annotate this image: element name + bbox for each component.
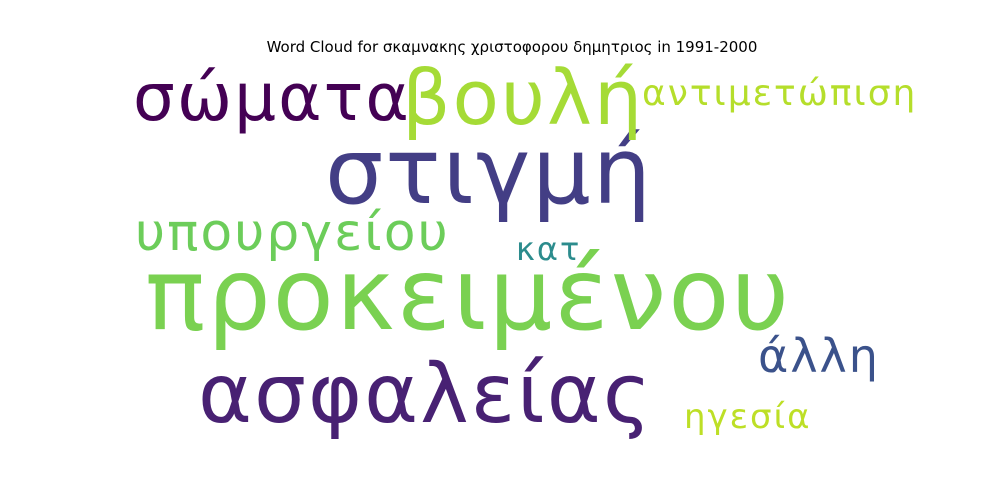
word-stigmi: στιγμή	[325, 118, 653, 225]
word-ypourgeiou: υπουργείου	[135, 203, 450, 263]
word-kat: κατ	[516, 230, 581, 268]
word-somata: σώματα	[133, 59, 411, 136]
word-asfaleias: ασφαλείας	[198, 347, 653, 442]
word-vouli: βουλή	[402, 53, 644, 142]
word-prokeimenou: προκειμένου	[145, 236, 791, 353]
chart-title: Word Cloud for σκαμνακης χριστοφορου δημ…	[267, 38, 758, 56]
word-alli: άλλη	[758, 329, 880, 383]
word-igesia: ηγεσία	[684, 397, 812, 437]
word-antimetopisi: αντιμετώπιση	[642, 73, 917, 114]
